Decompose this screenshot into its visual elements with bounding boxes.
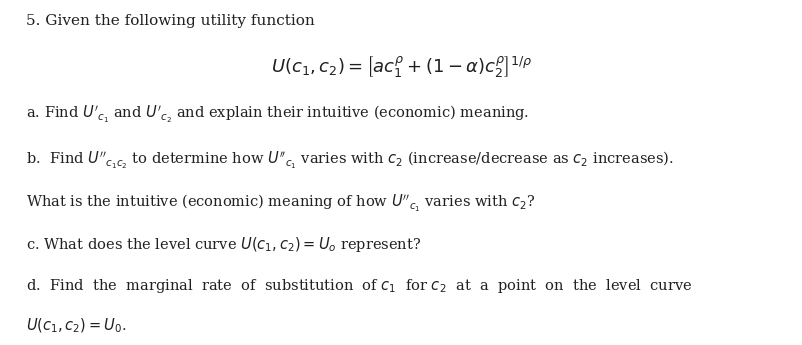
Text: d.  Find  the  marginal  rate  of  substitution  of $c_1$  for $c_2$  at  a  poi: d. Find the marginal rate of substitutio… [26, 277, 692, 295]
Text: c. What does the level curve $U(c_1, c_2) = U_o$ represent?: c. What does the level curve $U(c_1, c_2… [26, 235, 421, 254]
Text: $U(c_1, c_2) = U_0$.: $U(c_1, c_2) = U_0$. [26, 317, 127, 335]
Text: What is the intuitive (economic) meaning of how $U''_{c_1}$ varies with $c_2$?: What is the intuitive (economic) meaning… [26, 193, 535, 214]
Text: $U(c_1, c_2) = \left[ac_1^{\rho} + (1 - \alpha)c_2^{\rho}\right]^{1/\rho}$: $U(c_1, c_2) = \left[ac_1^{\rho} + (1 - … [270, 55, 532, 80]
Text: b.  Find $U''_{c_1 c_2}$ to determine how $U''_{c_1}$ varies with $c_2$ (increas: b. Find $U''_{c_1 c_2}$ to determine how… [26, 150, 674, 171]
Text: 5. Given the following utility function: 5. Given the following utility function [26, 14, 315, 28]
Text: a. Find $U'_{c_1}$ and $U'_{c_2}$ and explain their intuitive (economic) meaning: a. Find $U'_{c_1}$ and $U'_{c_2}$ and ex… [26, 104, 529, 125]
